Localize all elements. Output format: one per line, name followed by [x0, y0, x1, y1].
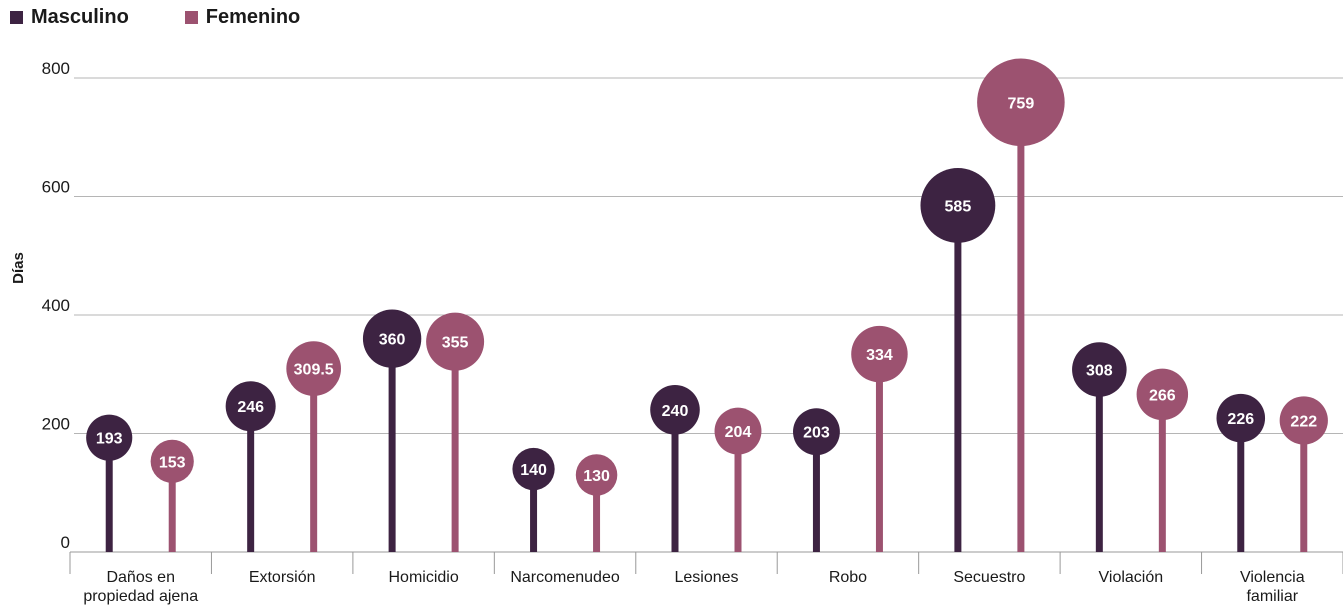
data-label: 585	[945, 198, 972, 215]
data-label: 246	[237, 399, 264, 416]
lollipop-point	[426, 312, 485, 371]
data-label: 204	[725, 424, 752, 441]
lollipop-point	[793, 408, 840, 456]
lollipop-point	[286, 341, 341, 396]
legend-label-masculino: Masculino	[31, 6, 129, 28]
data-label: 140	[520, 462, 547, 479]
lollipop-point	[1072, 342, 1127, 397]
grid-lines	[74, 77, 1343, 553]
legend-swatch-femenino	[184, 11, 198, 24]
data-label: 759	[1008, 95, 1035, 112]
legend-swatch-masculino	[10, 11, 23, 24]
chart-legend: Masculino Femenino	[10, 6, 356, 29]
lollipop-point	[851, 325, 908, 383]
y-axis-label: Días	[10, 252, 27, 284]
data-label: 222	[1290, 413, 1317, 430]
lollipop-point	[575, 454, 618, 496]
lollipop-point	[86, 414, 133, 461]
x-tick-label: propiedad ajena	[83, 588, 198, 605]
data-label: 266	[1149, 387, 1176, 404]
y-tick-label: 400	[42, 296, 70, 315]
lollipop-point	[920, 167, 996, 243]
legend-item-femenino: Femenino	[184, 6, 301, 29]
x-tick-label: Robo	[829, 569, 867, 586]
lollipop-point	[362, 309, 422, 368]
data-label: 360	[379, 332, 406, 349]
data-label: 130	[583, 468, 610, 485]
lollipop-point	[225, 381, 276, 432]
data-label: 153	[159, 454, 186, 471]
x-tick-label: Narcomenudeo	[510, 569, 620, 586]
x-tick-label: familiar	[1246, 588, 1298, 605]
y-tick-label: 800	[42, 59, 70, 78]
data-label: 308	[1086, 363, 1113, 380]
chart-marks: 193 246 360 140 240 203 585 308 226 153 309.5 355 13…	[86, 58, 1328, 552]
x-axis: Daños en propiedad ajena Extorsión Homicidi…	[69, 551, 1343, 605]
y-tick-label: 0	[61, 533, 70, 552]
data-label: 334	[866, 347, 893, 364]
x-tick-label: Lesiones	[674, 569, 738, 586]
data-label: 203	[803, 425, 830, 442]
data-label: 355	[442, 335, 469, 352]
data-label: 240	[662, 403, 689, 420]
lollipop-point	[714, 407, 762, 455]
x-tick-label: Homicidio	[388, 569, 458, 586]
lollipop-point	[650, 385, 700, 435]
legend-item-masculino: Masculino	[10, 6, 129, 29]
lollipop-point	[1136, 368, 1189, 421]
data-label: 309.5	[294, 362, 334, 379]
y-tick-label: 200	[42, 415, 70, 434]
lollipop-point	[150, 439, 194, 483]
x-tick-label: Extorsión	[249, 569, 316, 586]
lollipop-point	[1279, 396, 1328, 445]
x-tick-label: Secuestro	[953, 569, 1025, 586]
y-axis: Días 0 200 400 600 800	[10, 59, 70, 552]
lollipop-point	[1216, 393, 1266, 443]
x-tick-label: Violación	[1099, 569, 1164, 586]
data-label: 193	[96, 431, 123, 448]
lollipop-point	[512, 447, 555, 491]
x-tick-label: Daños en	[106, 569, 175, 586]
data-label: 226	[1227, 411, 1254, 428]
y-tick-label: 600	[42, 178, 70, 197]
x-tick-label: Violencia	[1240, 569, 1305, 586]
legend-label-femenino: Femenino	[205, 6, 301, 28]
lollipop-point	[977, 58, 1065, 147]
